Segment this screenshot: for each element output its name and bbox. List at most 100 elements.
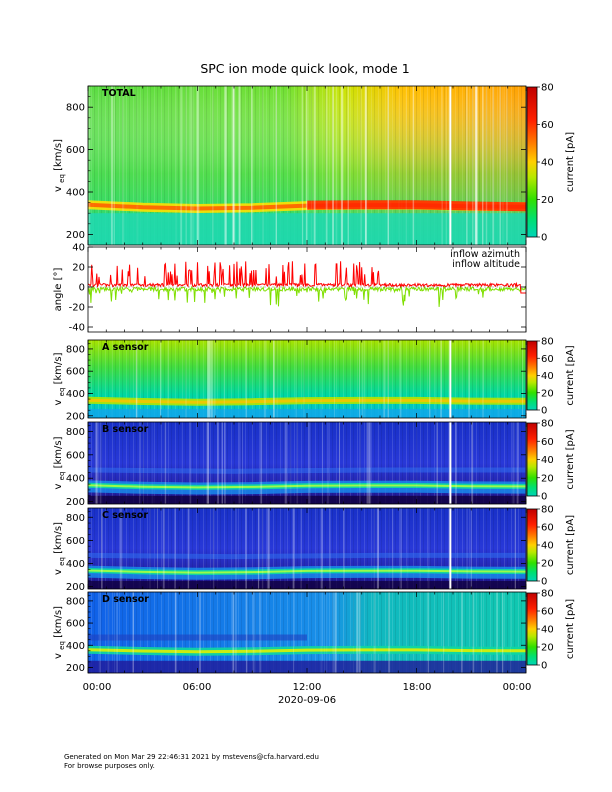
y-axis-label: angle [°]: [53, 268, 64, 312]
data-gap-streak: [334, 340, 335, 418]
data-gap-streak: [242, 422, 243, 504]
data-gap-streak: [310, 86, 313, 245]
data-gap-streak: [233, 86, 235, 245]
data-gap-streak: [159, 340, 161, 418]
colorbar: [526, 86, 538, 238]
y-tick-label: 200: [66, 230, 85, 241]
data-gap: [449, 422, 452, 504]
data-gap-streak: [389, 86, 391, 245]
data-gap-streak: [284, 422, 287, 504]
y-axis-label: v eq [km/s]: [53, 606, 66, 659]
colorbar-tick-label: 20: [541, 643, 554, 654]
y-tick-label: 200: [66, 497, 85, 508]
data-gap-streak: [406, 508, 409, 589]
data-gap-streak: [400, 508, 402, 589]
data-gap-streak: [358, 592, 361, 673]
colorbar-tick-label: 60: [541, 523, 554, 534]
y-axis-label-subscript: eq: [58, 557, 66, 566]
footer: Generated on Mon Mar 29 22:46:31 2021 by…: [64, 753, 319, 771]
data-gap-streak: [481, 340, 484, 418]
data-gap-streak: [461, 592, 463, 673]
data-gap-streak: [206, 422, 209, 504]
y-tick-label: -40: [69, 323, 85, 334]
y-tick-label: 600: [66, 536, 85, 547]
data-gap-streak: [180, 86, 183, 245]
data-gap-streak: [233, 86, 236, 245]
data-gap-streak: [276, 340, 279, 418]
data-gap-streak: [364, 86, 368, 245]
colorbar-tick-label: 80: [541, 337, 554, 348]
data-gap-streak: [273, 340, 275, 418]
data-gap-streak: [185, 340, 187, 418]
beam-band: [306, 200, 527, 212]
data-gap-streak: [343, 508, 345, 589]
data-gap-streak: [254, 592, 256, 673]
data-gap-streak: [151, 422, 154, 504]
data-gap-streak: [257, 508, 260, 589]
date-label: 2020-09-06: [278, 695, 336, 706]
data-gap-streak: [149, 508, 152, 589]
data-gap-streak: [401, 86, 402, 245]
data-gap-streak: [302, 340, 306, 418]
data-gap-streak: [122, 86, 125, 245]
data-gap-streak: [443, 592, 445, 673]
colorbar: [526, 592, 538, 666]
data-gap-streak: [235, 592, 237, 673]
data-gap-streak: [356, 592, 358, 673]
beam-band: [87, 648, 527, 654]
data-gap-streak: [251, 86, 253, 245]
y-tick-label: 600: [66, 450, 85, 461]
data-gap-streak: [367, 86, 369, 245]
time-axis: 00:00 06:00 12:00 18:00 00:00 2020-09-06: [83, 682, 532, 706]
time-tick-label: 12:00: [293, 682, 322, 693]
time-tick-label: 00:00: [83, 682, 112, 693]
y-tick-label: 800: [66, 344, 85, 355]
data-gap-streak: [436, 422, 438, 504]
data-gap-streak: [325, 592, 328, 673]
y-tick-label: 600: [66, 619, 85, 630]
data-gap-streak: [427, 508, 430, 589]
data-gap: [449, 508, 452, 589]
colorbar-tick-label: 0: [541, 233, 547, 244]
colorbar-tick-label: 20: [541, 195, 554, 206]
data-gap-streak: [335, 86, 338, 245]
data-gap-streak: [167, 340, 169, 418]
panel-label: A sensor: [102, 342, 149, 353]
data-gap-streak: [212, 86, 214, 245]
colorbar-tick-label: 80: [541, 83, 554, 94]
data-gap-streak: [246, 592, 248, 673]
heatmap-texture: [88, 592, 526, 673]
panel-label: B sensor: [102, 424, 149, 435]
data-gap-streak: [465, 86, 468, 245]
data-gap-streak: [120, 508, 122, 589]
data-gap-streak: [412, 86, 415, 245]
data-gap-streak: [361, 340, 364, 418]
y-tick-label: 800: [66, 427, 85, 438]
data-gap-streak: [174, 508, 176, 589]
data-gap-streak: [316, 508, 318, 589]
data-gap-streak: [263, 340, 266, 418]
data-gap-streak: [180, 422, 182, 504]
data-gap-streak: [502, 86, 504, 245]
y-tick-label: 400: [66, 188, 85, 199]
data-gap-streak: [232, 86, 235, 245]
data-gap-streak: [340, 86, 343, 245]
footer-note: For browse purposes only.: [64, 762, 155, 770]
data-gap-streak: [368, 422, 371, 504]
data-gap-streak: [296, 422, 299, 504]
data-gap-streak: [383, 340, 385, 418]
y-tick-label: 600: [66, 367, 85, 378]
data-gap-streak: [320, 592, 323, 673]
data-gap-streak: [334, 592, 337, 673]
colorbar-tick-label: 40: [541, 625, 554, 636]
y-tick-label: 800: [66, 596, 85, 607]
data-gap-streak: [143, 422, 144, 504]
data-gap-streak: [426, 592, 428, 673]
data-gap-streak: [259, 592, 262, 673]
data-gap-streak: [129, 340, 131, 418]
data-gap-streak: [101, 422, 103, 504]
data-gap-streak: [95, 422, 98, 504]
panel-label: C sensor: [102, 510, 148, 521]
data-gap-streak: [261, 508, 264, 589]
